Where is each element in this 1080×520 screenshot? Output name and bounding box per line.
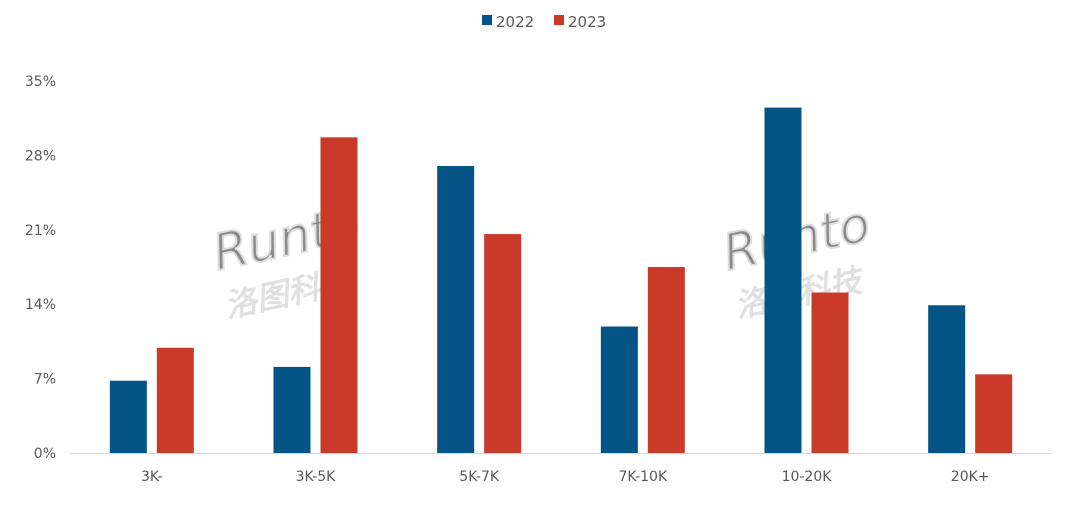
x-tick-label: 7K-10K [618,469,667,485]
bar-2022-7K-10K [600,326,638,453]
bar-2022-10-20K [764,107,802,454]
bar-2023-5K-7K [484,234,522,453]
x-tick-label: 3K- [141,469,163,485]
y-tick-label: 35% [25,74,56,90]
bar-2023-3K-5K [320,137,358,453]
y-axis: 0% 7% 14% 21% 28% 35% [25,74,56,462]
legend-swatch-2023 [554,15,564,25]
bar-2023-3K- [156,347,194,453]
y-tick-label: 14% [25,297,56,313]
bars [109,107,1013,454]
bar-2023-10-20K [811,292,849,453]
x-tick-label: 20K+ [951,469,990,485]
bar-2023-20K+ [975,374,1013,453]
y-tick-label: 21% [25,223,56,239]
legend-label: 2022 [496,13,534,31]
bar-2022-20K+ [928,305,966,453]
legend-swatch-2022 [482,15,492,25]
x-axis: 3K- 3K-5K 5K-7K 7K-10K 10-20K 20K+ [141,469,990,485]
x-tick-label: 5K-7K [459,469,500,485]
bar-2022-3K-5K [273,366,311,453]
bar-2022-3K- [109,380,147,453]
y-tick-label: 7% [34,372,56,388]
legend-label: 2023 [568,13,606,31]
x-tick-label: 10-20K [782,469,833,485]
bar-2023-7K-10K [647,267,685,453]
y-tick-label: 0% [34,446,56,462]
x-tick-label: 3K-5K [296,469,337,485]
y-tick-label: 28% [25,148,56,164]
legend: 2022 2023 [482,13,606,31]
bar-2022-5K-7K [437,166,475,453]
